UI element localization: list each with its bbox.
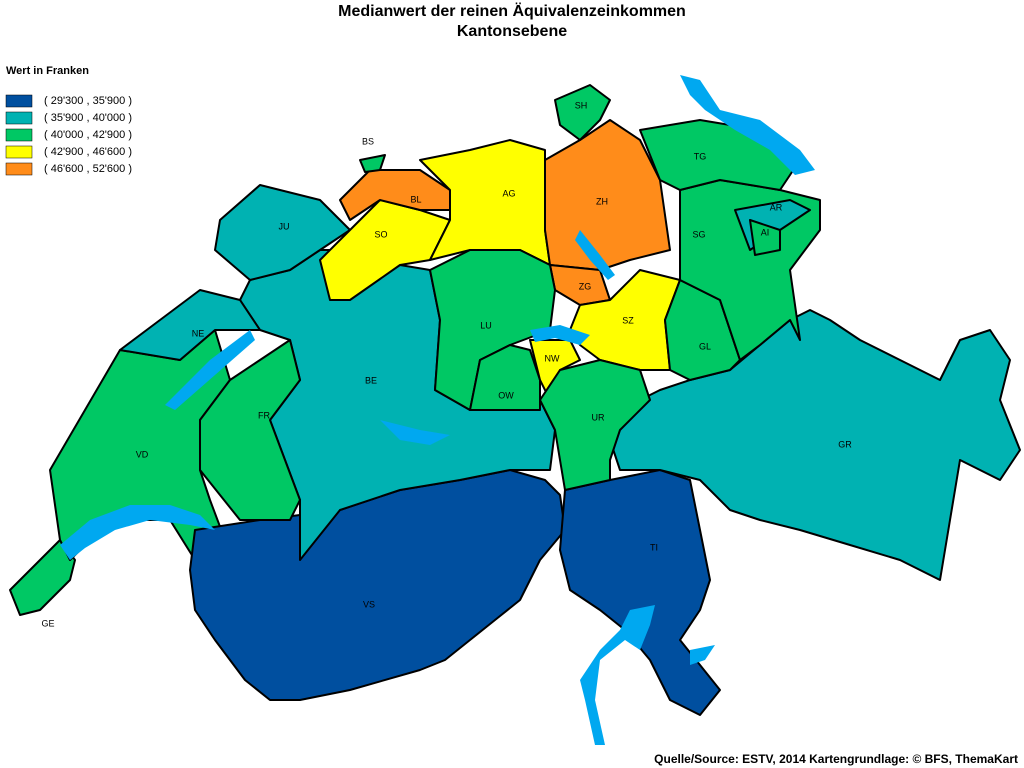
canton-label: GE xyxy=(41,618,54,628)
canton-label: BS xyxy=(362,136,374,146)
map-title: Medianwert der reinen Äquivalenzeinkomme… xyxy=(338,2,686,20)
canton xyxy=(359,154,386,173)
canton-label: ZH xyxy=(596,196,608,206)
canton xyxy=(469,344,541,411)
canton-label: TG xyxy=(694,151,707,161)
legend-label: ( 42'900 , 46'600 ) xyxy=(44,146,132,158)
lake xyxy=(380,420,450,445)
canton-label: SO xyxy=(374,229,387,239)
lake xyxy=(575,230,615,280)
canton-labels: GE VD VS TI GR BE FR NE JU SO BL BS AG ZH ZG LU OW NW SZ UR… xyxy=(41,100,852,628)
legend: ( 29'300 , 35'900 ) ( 35'900 , 40'000 ) ( … xyxy=(5,94,132,176)
canton-label: SZ xyxy=(622,315,634,325)
source-note: Quelle/Source: ESTV, 2014 Kartengrundlag… xyxy=(654,752,1018,766)
lake xyxy=(690,645,715,665)
canton-label: NW xyxy=(545,353,560,363)
lake xyxy=(680,75,815,175)
legend-swatch xyxy=(5,128,33,142)
canton-label: GL xyxy=(699,341,711,351)
legend-swatch xyxy=(5,145,33,159)
legend-swatch xyxy=(5,111,33,125)
canton xyxy=(9,539,76,616)
canton-label: SH xyxy=(575,100,588,110)
canton xyxy=(544,119,671,271)
canton-label: BL xyxy=(410,194,421,204)
cantons xyxy=(9,84,1021,716)
canton-label: UR xyxy=(592,412,605,422)
canton-label: FR xyxy=(258,410,270,420)
canton-label: JU xyxy=(279,221,290,231)
legend-label: ( 35'900 , 40'000 ) xyxy=(44,112,132,124)
canton xyxy=(199,339,301,521)
canton xyxy=(559,469,721,716)
canton-label: AG xyxy=(502,188,515,198)
legend-label: ( 40'000 , 42'900 ) xyxy=(44,129,132,141)
canton-label: VS xyxy=(363,599,375,609)
legend-label: ( 46'600 , 52'600 ) xyxy=(44,163,132,175)
canton-label: VD xyxy=(136,449,149,459)
lake xyxy=(530,325,590,345)
canton-label: GR xyxy=(838,439,852,449)
canton xyxy=(554,84,611,141)
lake xyxy=(580,605,655,745)
legend-swatch xyxy=(5,162,33,176)
canton xyxy=(429,249,556,411)
lake xyxy=(60,505,215,560)
lake xyxy=(165,330,255,410)
canton-label: LU xyxy=(480,320,492,330)
canton xyxy=(749,219,781,256)
legend-label: ( 29'300 , 35'900 ) xyxy=(44,95,132,107)
legend-swatch xyxy=(5,94,33,108)
canton xyxy=(214,184,351,281)
canton-label: SG xyxy=(692,229,705,239)
canton-label: AI xyxy=(761,227,770,237)
canton-label: NE xyxy=(192,328,205,338)
lakes xyxy=(60,75,815,745)
canton xyxy=(119,289,261,361)
canton-label: ZG xyxy=(579,281,592,291)
canton-label: BE xyxy=(365,375,377,385)
canton-label: TI xyxy=(650,542,658,552)
legend-title: Wert in Franken xyxy=(6,65,89,77)
canton-label: AR xyxy=(770,202,783,212)
canton-label: OW xyxy=(498,390,514,400)
map-subtitle: Kantonsebene xyxy=(457,23,567,40)
canton xyxy=(539,359,651,491)
